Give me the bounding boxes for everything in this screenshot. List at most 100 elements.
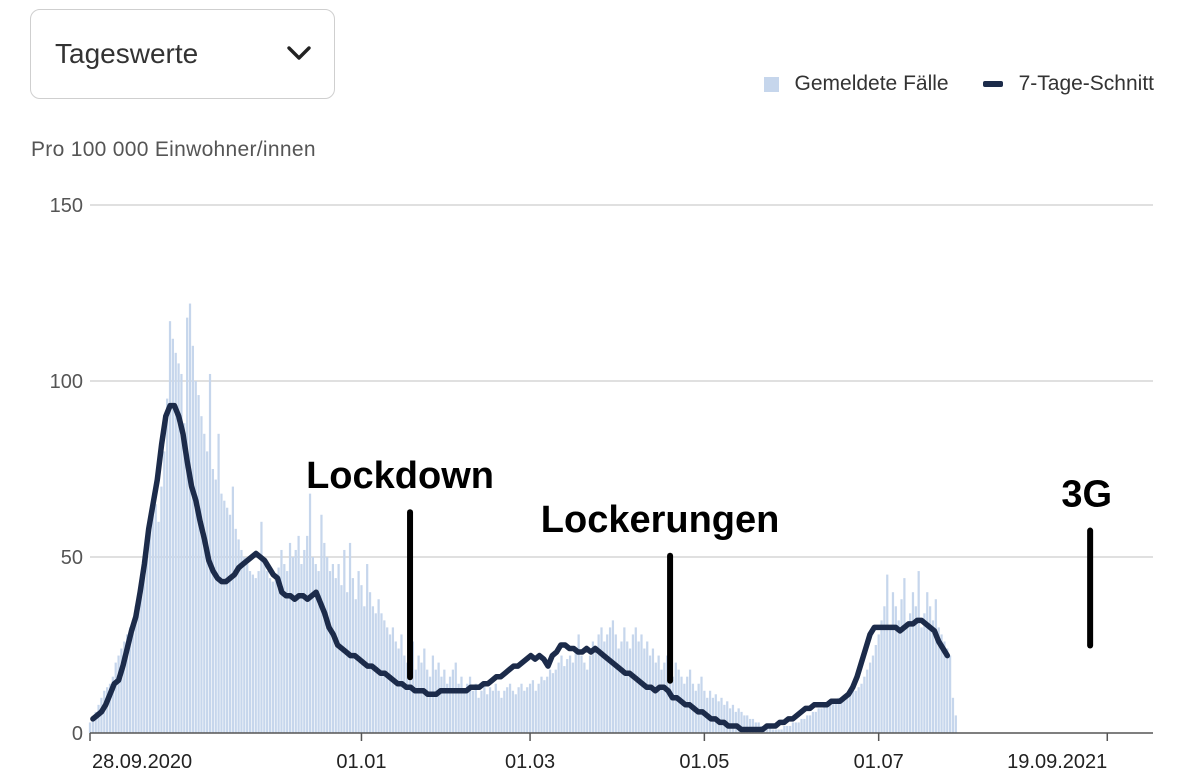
- bar: [600, 627, 603, 733]
- bar: [88, 722, 92, 733]
- bar: [783, 725, 786, 733]
- bar: [308, 493, 312, 733]
- bar: [683, 683, 686, 733]
- bar: [294, 549, 297, 733]
- x-tick-label: 01.05: [679, 751, 729, 773]
- bar: [334, 578, 337, 733]
- bar: [883, 606, 886, 733]
- bar: [148, 521, 152, 733]
- x-tick-label: 19.09.2021: [1007, 751, 1107, 773]
- bar: [840, 701, 843, 733]
- bar: [166, 398, 169, 733]
- bar: [748, 718, 752, 733]
- bar: [146, 539, 149, 733]
- bar: [780, 729, 783, 733]
- bar: [346, 592, 349, 733]
- bar: [508, 683, 512, 733]
- bar: [531, 680, 535, 733]
- bar: [460, 676, 463, 733]
- bar: [751, 718, 755, 733]
- bar: [214, 479, 217, 733]
- bar: [254, 578, 257, 733]
- bar: [114, 662, 117, 733]
- bar: [851, 690, 855, 733]
- bar: [688, 669, 692, 733]
- annotation-label: Lockerungen: [541, 499, 780, 541]
- x-tick-label: 01.01: [336, 751, 386, 773]
- bar: [311, 557, 315, 733]
- bar: [900, 599, 903, 733]
- bar: [517, 687, 520, 733]
- bar: [931, 620, 935, 733]
- bar: [857, 687, 860, 733]
- bar: [454, 662, 457, 733]
- bar: [746, 715, 749, 733]
- bar: [766, 725, 769, 733]
- bar: [794, 722, 797, 733]
- bar: [471, 690, 475, 733]
- bar: [188, 303, 192, 733]
- bar: [506, 687, 509, 733]
- bar: [177, 363, 180, 733]
- bar: [451, 669, 455, 733]
- bar: [168, 321, 172, 733]
- bar: [108, 683, 112, 733]
- bar: [523, 690, 526, 733]
- chart-legend: Gemeldete Fälle 7-Tage-Schnitt: [730, 72, 1154, 96]
- bar: [548, 669, 552, 733]
- bar: [194, 381, 197, 733]
- bar: [726, 701, 729, 733]
- bar: [448, 676, 452, 733]
- bar: [474, 683, 477, 733]
- bar: [151, 514, 154, 733]
- bar: [920, 627, 923, 733]
- bar: [917, 571, 920, 733]
- bar: [800, 718, 803, 733]
- bar: [497, 690, 500, 733]
- chevron-down-icon: [287, 46, 311, 60]
- bar: [300, 564, 303, 733]
- bar: [248, 571, 252, 733]
- y-tick-label: 0: [72, 723, 83, 745]
- bar: [908, 613, 912, 733]
- bar: [923, 613, 926, 733]
- bar: [263, 564, 266, 733]
- bar: [363, 606, 366, 733]
- bar: [226, 507, 229, 733]
- bar: [217, 433, 220, 733]
- bar: [106, 687, 109, 733]
- bar: [714, 694, 717, 733]
- bar: [526, 687, 529, 733]
- bar: [403, 655, 406, 733]
- legend-item-line[interactable]: 7-Tage-Schnitt: [982, 72, 1154, 96]
- bar: [563, 666, 566, 733]
- bar: [603, 641, 606, 733]
- bar: [660, 669, 663, 733]
- bar: [157, 521, 160, 733]
- bar: [611, 620, 615, 733]
- bar: [848, 694, 852, 733]
- bar: [914, 606, 917, 733]
- view-select[interactable]: Tageswerte: [30, 9, 335, 99]
- bar: [586, 669, 589, 733]
- x-tick-label: 01.03: [505, 751, 555, 773]
- bar: [291, 557, 294, 733]
- bar: [140, 574, 143, 733]
- bar: [163, 451, 166, 733]
- bar: [903, 578, 906, 733]
- bar: [303, 549, 306, 733]
- bar: [771, 729, 775, 733]
- bar: [934, 599, 937, 733]
- legend-item-bars[interactable]: Gemeldete Fälle: [763, 72, 949, 96]
- bar: [768, 725, 772, 733]
- bar: [488, 687, 492, 733]
- bar: [320, 514, 323, 733]
- bar: [343, 549, 346, 733]
- bar: [657, 655, 660, 733]
- bar: [591, 641, 595, 733]
- bar: [237, 539, 240, 733]
- bar: [949, 655, 952, 733]
- bar: [577, 634, 580, 733]
- bar: [500, 697, 503, 733]
